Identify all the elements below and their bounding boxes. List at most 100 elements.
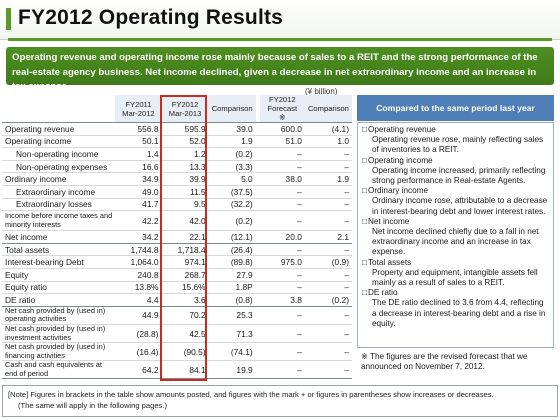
cell-gap [255,293,260,307]
cell-comparison: (89.8) [208,255,256,269]
cell-fy2012: 39.9 [161,172,209,186]
results-table: FY2011 Mar-2012 FY2012 Mar-2013 Comparison… [2,95,352,380]
results-table-body: Operating revenue 556.8 595.9 39.0 600.0 (4.1… [2,122,352,380]
cell-comparison-forecast: – [304,323,352,343]
row-label: Ordinary income [2,172,116,186]
row-label: Equity ratio [2,280,116,294]
cell-forecast: – [259,184,305,199]
comparison-item-text: Operating revenue rose, mainly reflectin… [372,135,544,155]
row-label: Extraordinary income [2,184,116,199]
cell-fy2012: 42.5 [161,323,209,343]
title-rule [8,38,552,41]
cell-fy2012: 974.1 [161,255,209,269]
cell-comparison-forecast: – [304,197,352,211]
cell-forecast: – [259,267,305,282]
cell-comparison: 39.0 [208,122,256,136]
cell-fy2012: 268.7 [161,267,209,282]
cell-comparison-forecast: – [304,342,352,361]
cell-comparison: (0.2) [208,210,256,231]
cell-comparison-forecast: – [304,210,352,231]
cell-forecast: – [259,280,305,294]
title-bar: FY2012 Operating Results [0,0,560,41]
comparison-item-text: The DE ratio declined to 3.6 from 4.4, r… [372,298,546,328]
cell-comparison-forecast: (0.2) [304,293,352,307]
cell-comparison: 27.9 [208,267,256,282]
cell-comparison-forecast: – [304,267,352,282]
cell-fy2012: 13.3 [161,159,209,173]
cell-fy2011: 44.9 [115,305,162,325]
table-row: Total assets 1,744.8 1,718.4 (26.4) – – [2,242,352,256]
cell-fy2012: 595.9 [161,122,209,136]
comparison-item-text: Ordinary income rose, attributable to a … [372,196,548,216]
cell-fy2012: 9.5 [161,197,209,211]
cell-fy2012: 1,718.4 [161,242,209,256]
cell-forecast: – [259,197,305,211]
cell-fy2012: 22.1 [161,230,209,244]
footer-note-line-1: [Note] Figures in brackets in the table … [8,390,494,399]
cell-fy2011: 556.8 [115,122,162,136]
unit-label: (¥ billion) [305,87,338,96]
cell-comparison: (12.1) [208,230,256,244]
header-forecast: FY2012 Forecast ※ [259,95,305,123]
cell-forecast: – [259,323,305,343]
header-blank [2,95,116,123]
row-label: Cash and cash equivalents at end of peri… [2,360,116,380]
cell-forecast: 51.0 [259,134,305,148]
page-title: FY2012 Operating Results [18,6,284,29]
cell-fy2011: 64.2 [115,360,162,380]
table-row: Extraordinary income 49.0 11.5 (37.5) – – [2,184,352,199]
row-label: Net cash provided by (used in) financing… [2,342,116,361]
table-row: Net cash provided by (used in) operating… [2,305,352,325]
cell-fy2011: 42.2 [115,210,162,231]
cell-forecast: – [259,210,305,231]
comparison-item-heading: DE ratio [362,288,549,298]
cell-fy2011: 50.1 [115,134,162,148]
cell-forecast: – [259,242,305,256]
cell-fy2011: 34.9 [115,172,162,186]
cell-gap [255,280,260,294]
row-label: Extraordinary losses [2,197,116,211]
cell-comparison: (32.2) [208,197,256,211]
cell-comparison-forecast: 1.9 [304,172,352,186]
cell-comparison-forecast: 1.0 [304,134,352,148]
cell-fy2011: 34.2 [115,230,162,244]
table-row: Interest-bearing Debt 1,064.0 974.1 (89.8) 9… [2,255,352,269]
header-fy2012: FY2012 Mar-2013 [161,95,209,123]
cell-fy2012: 15.6% [161,280,209,294]
table-row: Equity ratio 13.8% 15.6% 1.8P – – [2,280,352,294]
table-row: Net cash provided by (used in) investmen… [2,323,352,343]
comparison-item-heading: Net income [362,217,549,227]
row-label: Total assets [2,242,116,256]
cell-comparison-forecast: – [304,305,352,325]
footer-note-line-2: (The same will apply in the following pa… [18,401,167,410]
cell-gap [255,184,260,199]
cell-comparison-forecast: (4.1) [304,122,352,136]
cell-fy2011: 1,064.0 [115,255,162,269]
cell-fy2012: 42.0 [161,210,209,231]
cell-comparison-forecast: – [304,184,352,199]
table-row: Equity 240.8 268.7 27.9– – [2,267,352,282]
table-row: DE ratio 4.4 3.6 (0.8) 3.8 (0.2) [2,293,352,307]
cell-fy2011: 4.4 [115,293,162,307]
cell-forecast: – [259,159,305,173]
cell-fy2012: 52.0 [161,134,209,148]
cell-comparison: 19.9 [208,360,256,380]
row-label: DE ratio [2,293,116,307]
table-row: Non-operating income 1.4 1.2 (0.2) – – [2,147,352,161]
header-gap [255,95,260,123]
row-label: Equity [2,267,116,282]
table-row: Extraordinary losses 41.7 9.5 (32.2) – – [2,197,352,211]
cell-forecast: – [259,360,305,380]
cell-comparison-forecast: (0.9) [304,255,352,269]
cell-gap [255,267,260,282]
cell-fy2011: (28.8) [115,323,162,343]
cell-forecast: – [259,305,305,325]
cell-comparison-forecast: 2.1 [304,230,352,244]
comparison-item-text: Operating income increased, primarily re… [372,165,546,186]
cell-gap [255,230,260,244]
cell-fy2012: 11.5 [161,184,209,199]
cell-forecast: – [259,342,305,361]
